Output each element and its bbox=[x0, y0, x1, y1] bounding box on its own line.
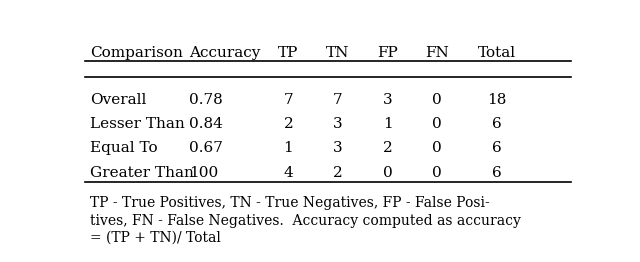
Text: 0: 0 bbox=[432, 141, 442, 155]
Text: 100: 100 bbox=[189, 166, 218, 179]
Text: 0.67: 0.67 bbox=[189, 141, 223, 155]
Text: 2: 2 bbox=[284, 117, 293, 131]
Text: 6: 6 bbox=[492, 141, 502, 155]
Text: FN: FN bbox=[425, 46, 449, 59]
Text: 18: 18 bbox=[487, 93, 506, 107]
Text: 3: 3 bbox=[383, 93, 392, 107]
Text: 1: 1 bbox=[284, 141, 293, 155]
Text: 3: 3 bbox=[333, 117, 343, 131]
Text: Total: Total bbox=[477, 46, 516, 59]
Text: 6: 6 bbox=[492, 117, 502, 131]
Text: 0: 0 bbox=[383, 166, 392, 179]
Text: 2: 2 bbox=[383, 141, 392, 155]
Text: TP - True Positives, TN - True Negatives, FP - False Posi-: TP - True Positives, TN - True Negatives… bbox=[90, 196, 490, 210]
Text: 0: 0 bbox=[432, 117, 442, 131]
Text: 4: 4 bbox=[284, 166, 293, 179]
Text: 1: 1 bbox=[383, 117, 392, 131]
Text: 0: 0 bbox=[432, 166, 442, 179]
Text: Overall: Overall bbox=[90, 93, 147, 107]
Text: = (TP + TN)/ Total: = (TP + TN)/ Total bbox=[90, 231, 221, 245]
Text: 0: 0 bbox=[432, 93, 442, 107]
Text: Greater Than: Greater Than bbox=[90, 166, 194, 179]
Text: 7: 7 bbox=[333, 93, 343, 107]
Text: 6: 6 bbox=[492, 166, 502, 179]
Text: 3: 3 bbox=[333, 141, 343, 155]
Text: tives, FN - False Negatives.  Accuracy computed as accuracy: tives, FN - False Negatives. Accuracy co… bbox=[90, 214, 521, 228]
Text: Equal To: Equal To bbox=[90, 141, 157, 155]
Text: Comparison: Comparison bbox=[90, 46, 183, 59]
Text: 0.84: 0.84 bbox=[189, 117, 223, 131]
Text: TN: TN bbox=[326, 46, 349, 59]
Text: 0.78: 0.78 bbox=[189, 93, 223, 107]
Text: 2: 2 bbox=[333, 166, 343, 179]
Text: FP: FP bbox=[377, 46, 398, 59]
Text: 7: 7 bbox=[284, 93, 293, 107]
Text: TP: TP bbox=[278, 46, 298, 59]
Text: Lesser Than: Lesser Than bbox=[90, 117, 185, 131]
Text: Accuracy: Accuracy bbox=[189, 46, 260, 59]
